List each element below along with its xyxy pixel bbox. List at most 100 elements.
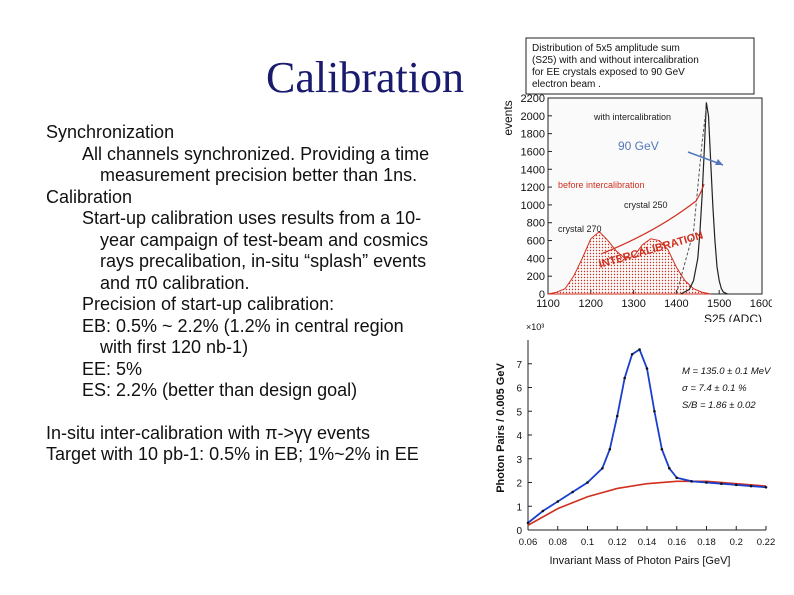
- x-tick-label: 0.2: [730, 537, 743, 548]
- body-line-5: year campaign of test-beam and cosmics: [100, 229, 429, 250]
- caption-line-3: for EE crystals exposed to 90 GeV: [532, 67, 685, 78]
- data-point: [653, 409, 656, 413]
- data-point: [705, 481, 708, 484]
- s25-histogram: Distribution of 5x5 amplitude sum (S25) …: [501, 37, 772, 322]
- series-fit: [527, 348, 767, 524]
- annotation-crystal-250: crystal 250: [624, 200, 668, 210]
- slide-body: Synchronization All channels synchronized…: [46, 122, 486, 466]
- y-tick-label: 3: [516, 455, 522, 466]
- y-tick-label: 2000: [521, 111, 545, 123]
- caption-line-2: (S25) with and without intercalibration: [532, 55, 699, 66]
- x-tick-label: 0.12: [608, 537, 627, 548]
- x-tick-label: 0.16: [668, 537, 687, 548]
- body-line-14: In-situ inter-calibration with π->γγ eve…: [46, 422, 371, 443]
- x-tick-label: 0.1: [581, 537, 594, 548]
- x-tick-label: 0.06: [519, 537, 538, 548]
- data-point: [764, 485, 768, 489]
- y-tick-label: 2: [516, 479, 522, 490]
- y-tick-label: 600: [527, 236, 545, 248]
- data-point: [623, 376, 626, 380]
- y-tick-label: 200: [527, 271, 545, 283]
- data-point: [690, 480, 693, 483]
- slide-title: Calibration: [266, 53, 464, 102]
- data-point: [630, 352, 634, 356]
- x-tick-label: 0.08: [549, 537, 568, 548]
- arrow-curve: [600, 200, 697, 255]
- x-axis-label: S25 (ADC): [704, 312, 762, 322]
- x-tick-label: 1100: [536, 298, 560, 310]
- x-axis-label: Invariant Mass of Photon Pairs [GeV]: [550, 555, 731, 567]
- invariant-mass-plot: ×10³ 0 1 2 3 4 5 6 7 0.06 0.08 0.1 0.12 0.14 0.16 0.18 0…: [495, 322, 776, 567]
- data-point: [734, 483, 738, 487]
- arrow-head-icon: [715, 159, 723, 165]
- y-multiplier: ×10³: [526, 322, 544, 332]
- body-line-4: Start-up calibration uses results from a…: [82, 208, 422, 228]
- data-point: [526, 521, 530, 525]
- y-tick-label: 1600: [521, 146, 545, 158]
- caption-box: [525, 37, 755, 95]
- fit-param-0: M = 135.0 ± 0.1 MeV: [682, 366, 772, 377]
- data-point: [615, 414, 619, 418]
- data-point: [541, 509, 545, 513]
- series-with-intercalibration: [680, 102, 728, 295]
- body-line-0: Synchronization: [46, 122, 175, 142]
- body-line-1: All channels synchronized. Providing a t…: [82, 143, 430, 164]
- y-tick-label: 400: [527, 253, 545, 265]
- y-tick-label: 5: [516, 407, 522, 418]
- data-point: [675, 476, 679, 480]
- y-tick-label: 1: [516, 502, 522, 513]
- x-tick-label: 0.18: [697, 537, 716, 548]
- y-tick-label: 1800: [521, 129, 545, 141]
- series-background: [527, 480, 767, 526]
- y-tick-label: 1200: [521, 182, 545, 194]
- x-tick-label: 1400: [664, 298, 688, 310]
- data-point: [586, 481, 589, 484]
- x-tick-label: 1500: [707, 298, 731, 310]
- data-point: [660, 447, 664, 451]
- caption-line-4: electron beam .: [532, 79, 601, 90]
- x-tick-label: 0.22: [757, 537, 776, 548]
- y-tick-label: 800: [527, 218, 545, 230]
- y-axis-label: events: [501, 100, 515, 135]
- body-line-7: and π0 calibration.: [100, 272, 250, 293]
- x-tick-label: 1600: [750, 298, 772, 310]
- y-tick-label: 0: [516, 526, 522, 537]
- data-point: [571, 490, 574, 494]
- arrow-curve-tip: [695, 183, 705, 202]
- body-line-9: EB: 0.5% ~ 2.2% (1.2% in central region: [82, 315, 404, 336]
- data-point: [601, 466, 604, 470]
- annotation-crystal-270: crystal 270: [558, 224, 602, 234]
- body-line-13: [46, 402, 486, 423]
- body-line-3: Calibration: [46, 186, 133, 207]
- data-point: [749, 484, 753, 488]
- x-tick-label: 1300: [621, 298, 645, 310]
- body-line-6: rays precalibation, in-situ “splash” eve…: [100, 251, 427, 271]
- y-tick-label: 4: [516, 431, 522, 442]
- annotation-before-intercalibration: before intercalibration: [558, 180, 645, 190]
- annotation-90gev: 90 GeV: [618, 139, 659, 153]
- y-tick-label: 6: [516, 384, 522, 395]
- fit-param-1: σ = 7.4 ± 0.1 %: [682, 383, 747, 394]
- annotation-with-intercalibration: with intercalibration: [593, 112, 671, 122]
- body-line-11: EE: 5%: [82, 358, 143, 379]
- data-point: [720, 482, 723, 485]
- y-tick-label: 2200: [521, 93, 545, 105]
- body-line-8: Precision of start-up calibration:: [82, 294, 335, 314]
- y-tick-label: 1400: [521, 164, 545, 176]
- x-tick-label: 0.14: [638, 537, 657, 548]
- data-point: [556, 500, 560, 503]
- body-line-10: with first 120 nb-1): [100, 337, 249, 357]
- data-point: [668, 466, 671, 470]
- data-point: [608, 447, 612, 451]
- body-line-2: measurement precision better than 1ns.: [100, 165, 418, 185]
- dashed-envelope: [675, 106, 707, 295]
- data-point: [645, 367, 649, 370]
- y-tick-label: 7: [516, 360, 522, 371]
- caption-line-1: Distribution of 5x5 amplitude sum: [532, 43, 680, 54]
- s25-plot-area: 0 200 400 600 800 1000 1200 1400 1600 1800 2000 220…: [501, 93, 772, 322]
- y-tick-label: 0: [539, 289, 545, 301]
- fit-param-2: S/B = 1.86 ± 0.02: [682, 400, 756, 411]
- data-point: [638, 348, 641, 351]
- x-tick-label: 1200: [579, 298, 603, 310]
- y-tick-label: 1000: [521, 200, 545, 212]
